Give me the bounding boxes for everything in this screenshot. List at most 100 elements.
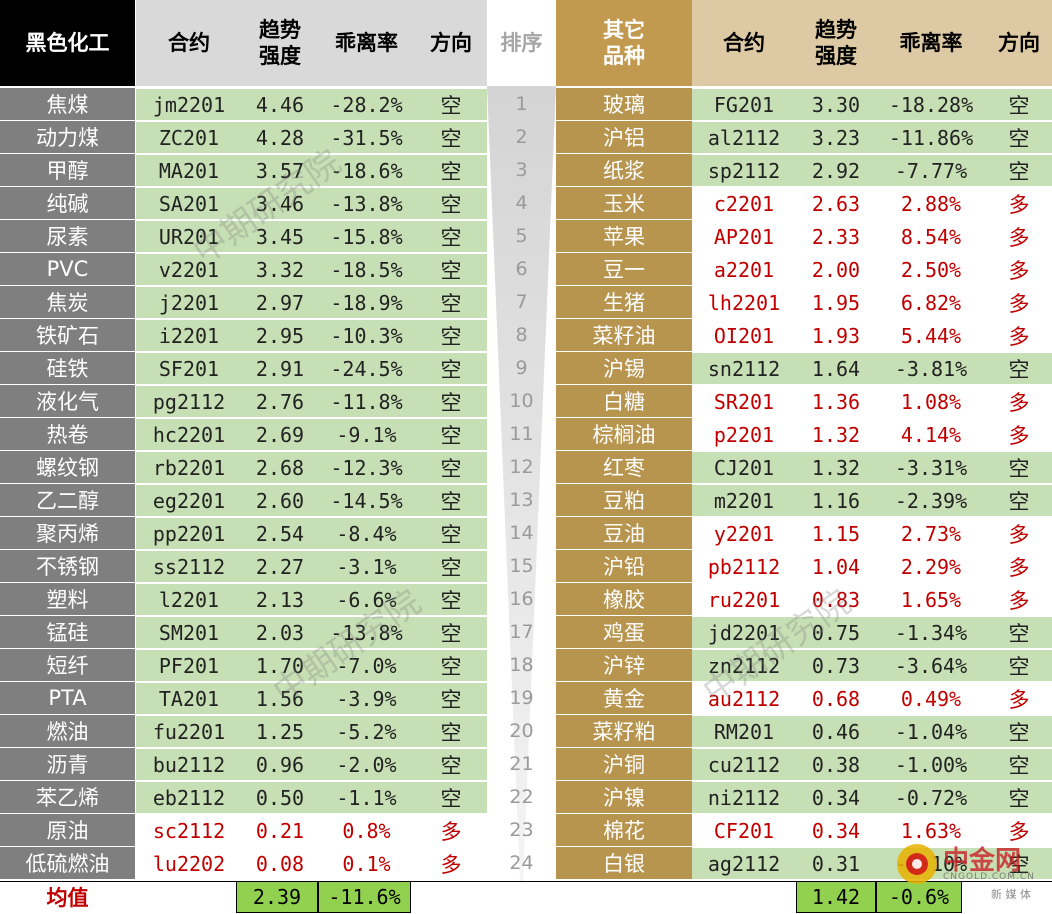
left-contract-cell: i2201 [136, 319, 242, 351]
left-direction-cell: 空 [415, 649, 487, 681]
left-deviation-cell: -31.5% [318, 121, 415, 153]
right-contract-cell: ru2201 [692, 583, 796, 615]
left-strength-cell: 2.95 [242, 319, 318, 351]
left-direction-cell: 多 [415, 814, 487, 846]
right-name-cell: 鸡蛋 [556, 616, 692, 648]
right-strength-cell: 1.64 [796, 352, 876, 384]
right-contract-cell: CJ201 [692, 451, 796, 483]
left-direction-cell: 空 [415, 253, 487, 285]
right-strength-cell: 0.34 [796, 781, 876, 813]
logo-tagline: 新 媒 体 [991, 888, 1031, 901]
left-name-cell: 热卷 [0, 418, 135, 450]
right-contract-cell: zn2112 [692, 649, 796, 681]
left-strength-cell: 2.69 [242, 418, 318, 450]
left-direction-cell: 多 [415, 847, 487, 879]
rank-number: 6 [515, 258, 528, 280]
logo-name: 中金网 [943, 846, 1022, 876]
header-trend-strength-right: 趋势 强度 [796, 0, 876, 86]
right-deviation-cell: -2.39% [876, 484, 986, 516]
left-name-cell: 低硫燃油 [0, 847, 135, 879]
left-contract-cell: fu2201 [136, 715, 242, 747]
left-name-cell: 焦炭 [0, 286, 135, 318]
left-deviation-cell: -11.8% [318, 385, 415, 417]
footer-right-deviation: -0.6% [876, 881, 962, 913]
header-deviation-left: 乖离率 [318, 0, 415, 86]
header-rank: 排序 [487, 0, 556, 86]
left-direction-cell: 空 [415, 517, 487, 549]
left-direction-cell: 空 [415, 385, 487, 417]
header-contract-left: 合约 [136, 0, 242, 86]
left-strength-cell: 3.57 [242, 154, 318, 186]
left-deviation-cell: -18.5% [318, 253, 415, 285]
right-deviation-cell: 2.88% [876, 187, 986, 219]
right-strength-cell: 1.36 [796, 385, 876, 417]
right-name-cell: 沪铝 [556, 121, 692, 153]
cngold-logo: 中金网 CNGOLD.COM.CN 新 媒 体 [895, 838, 1045, 908]
right-strength-cell: 2.63 [796, 187, 876, 219]
rank-number: 23 [509, 819, 534, 841]
left-deviation-cell: -18.9% [318, 286, 415, 318]
right-direction-cell: 空 [986, 715, 1052, 747]
left-deviation-cell: -8.4% [318, 517, 415, 549]
header-right-line2: 品种 [603, 44, 645, 68]
left-direction-cell: 空 [415, 484, 487, 516]
header-right-group: 其它 品种 [556, 0, 692, 86]
left-contract-cell: rb2201 [136, 451, 242, 483]
left-direction-cell: 空 [415, 352, 487, 384]
left-contract-cell: MA201 [136, 154, 242, 186]
left-deviation-cell: -13.8% [318, 187, 415, 219]
rank-number: 8 [515, 324, 528, 346]
footer-left-deviation: -11.6% [318, 881, 411, 913]
right-name-cell: 橡胶 [556, 583, 692, 615]
right-deviation-cell: 2.73% [876, 517, 986, 549]
right-strength-cell: 1.32 [796, 451, 876, 483]
rank-number: 15 [509, 555, 534, 577]
right-direction-cell: 多 [986, 682, 1052, 714]
right-strength-cell: 1.16 [796, 484, 876, 516]
right-deviation-cell: -18.28% [876, 88, 986, 120]
left-direction-cell: 空 [415, 550, 487, 582]
right-name-cell: 沪铅 [556, 550, 692, 582]
left-name-cell: 短纤 [0, 649, 135, 681]
right-contract-cell: cu2112 [692, 748, 796, 780]
right-deviation-cell: -3.81% [876, 352, 986, 384]
left-name-cell: 硅铁 [0, 352, 135, 384]
right-contract-cell: sp2112 [692, 154, 796, 186]
right-direction-cell: 空 [986, 847, 1052, 879]
right-direction-cell: 多 [986, 418, 1052, 450]
right-contract-cell: SR201 [692, 385, 796, 417]
right-name-cell: 玻璃 [556, 88, 692, 120]
left-strength-cell: 2.76 [242, 385, 318, 417]
right-direction-cell: 多 [986, 814, 1052, 846]
left-name-cell: 锰硅 [0, 616, 135, 648]
rank-number: 14 [509, 522, 534, 544]
rank-number: 13 [509, 489, 534, 511]
rank-number: 1 [515, 93, 528, 115]
header-contract-right: 合约 [692, 0, 796, 86]
left-strength-cell: 2.54 [242, 517, 318, 549]
left-contract-cell: SA201 [136, 187, 242, 219]
right-deviation-cell: -7.77% [876, 154, 986, 186]
rank-number: 19 [509, 687, 534, 709]
right-name-cell: 菜籽粕 [556, 715, 692, 747]
right-contract-cell: RM201 [692, 715, 796, 747]
right-contract-cell: lh2201 [692, 286, 796, 318]
logo-mark-icon [897, 844, 937, 884]
left-strength-cell: 2.03 [242, 616, 318, 648]
rank-number: 22 [509, 786, 534, 808]
left-strength-cell: 2.91 [242, 352, 318, 384]
right-contract-cell: c2201 [692, 187, 796, 219]
footer-left-strength: 2.39 [236, 881, 318, 913]
left-contract-cell: PF201 [136, 649, 242, 681]
left-contract-cell: bu2112 [136, 748, 242, 780]
header-right-line1: 其它 [603, 18, 645, 42]
left-name-cell: 燃油 [0, 715, 135, 747]
right-deviation-cell: -3.64% [876, 649, 986, 681]
rank-number: 10 [509, 390, 534, 412]
right-strength-cell: 3.23 [796, 121, 876, 153]
right-strength-cell: 0.83 [796, 583, 876, 615]
right-contract-cell: al2112 [692, 121, 796, 153]
left-strength-cell: 1.70 [242, 649, 318, 681]
rank-number: 2 [515, 126, 528, 148]
right-name-cell: 白糖 [556, 385, 692, 417]
